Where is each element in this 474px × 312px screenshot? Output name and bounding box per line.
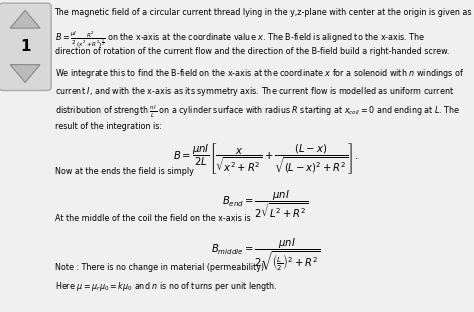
Polygon shape xyxy=(10,65,40,82)
Text: $B_{end} = \dfrac{\mu nI}{2\sqrt{L^2+R^2}}$: $B_{end} = \dfrac{\mu nI}{2\sqrt{L^2+R^2… xyxy=(222,188,309,220)
Text: We integrate this to find the B-field on the x-axis at the coordinate $x$ for a : We integrate this to find the B-field on… xyxy=(55,67,464,80)
Text: The magnetic field of a circular current thread lying in the y,z-plane with cent: The magnetic field of a circular current… xyxy=(55,8,472,17)
Text: Now at the ends the field is simply: Now at the ends the field is simply xyxy=(55,167,193,176)
Text: $B = \dfrac{\mu nI}{2L}\left[\dfrac{x}{\sqrt{x^2+R^2}}+\dfrac{(L-x)}{\sqrt{(L-x): $B = \dfrac{\mu nI}{2L}\left[\dfrac{x}{\… xyxy=(173,141,358,176)
FancyBboxPatch shape xyxy=(0,3,51,90)
Text: Here $\mu = \mu_r\mu_0 = k\mu_0$ and $n$ is no of turns per unit length.: Here $\mu = \mu_r\mu_0 = k\mu_0$ and $n$… xyxy=(55,280,277,293)
Text: At the middle of the coil the field on the x-axis is: At the middle of the coil the field on t… xyxy=(55,214,250,223)
Text: distribution of strength $\frac{nI}{L}$ on a cylinder surface with radius $R$ st: distribution of strength $\frac{nI}{L}$ … xyxy=(55,104,460,120)
Text: $B = \frac{\mu I}{2} \frac{R^2}{(x^2+R^2)^{\frac{3}{2}}}$ on the x-axis at the c: $B = \frac{\mu I}{2} \frac{R^2}{(x^2+R^2… xyxy=(55,29,425,50)
Text: current $I$, and with the x-axis as its symmetry axis. The current flow is model: current $I$, and with the x-axis as its … xyxy=(55,85,454,99)
Text: $B_{middle} = \dfrac{\mu nI}{2\sqrt{\left(\frac{L}{2}\right)^2+R^2}}$: $B_{middle} = \dfrac{\mu nI}{2\sqrt{\lef… xyxy=(211,236,320,273)
Polygon shape xyxy=(10,10,40,28)
Text: 1: 1 xyxy=(20,39,30,54)
Text: result of the integration is:: result of the integration is: xyxy=(55,122,162,131)
Text: Note : There is no change in material (permeability): Note : There is no change in material (p… xyxy=(55,263,264,272)
Text: direction of rotation of the current flow and the direction of the B-field build: direction of rotation of the current flo… xyxy=(55,47,449,56)
